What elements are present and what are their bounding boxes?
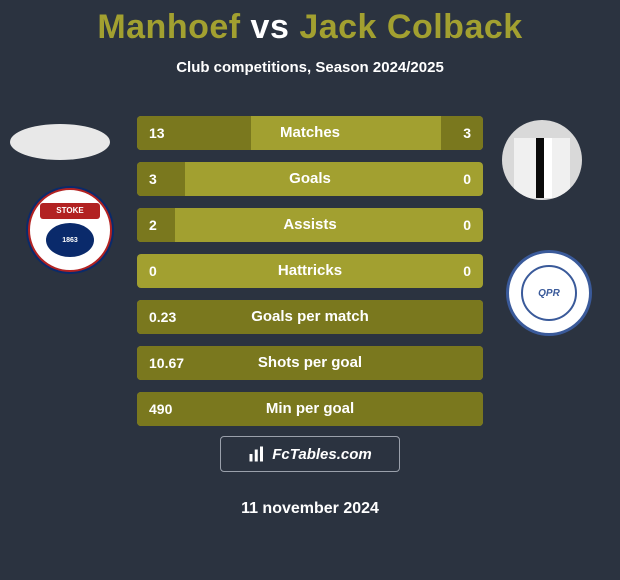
- stat-label: Assists: [137, 208, 483, 242]
- bar-chart-icon: [248, 445, 266, 463]
- page-title: Manhoef vs Jack Colback: [0, 0, 620, 47]
- stat-label: Shots per goal: [137, 346, 483, 380]
- team1-logo: STOKE 1863: [28, 188, 112, 272]
- stat-row: 0.23Goals per match: [137, 300, 483, 334]
- title-player1: Manhoef: [97, 8, 240, 46]
- date-text: 11 november 2024: [0, 500, 620, 518]
- stat-row: 0Hattricks0: [137, 254, 483, 288]
- team2-logo: QPR: [506, 250, 592, 336]
- stat-row: 10.67Shots per goal: [137, 346, 483, 380]
- title-vs: vs: [251, 8, 290, 46]
- stat-label: Goals per match: [137, 300, 483, 334]
- team1-banner: STOKE: [40, 203, 100, 219]
- team2-monogram: QPR: [521, 265, 577, 321]
- team1-year: 1863: [46, 223, 94, 257]
- player2-photo: [502, 120, 582, 200]
- stat-bars: 13Matches33Goals02Assists00Hattricks00.2…: [137, 116, 483, 438]
- stat-label: Matches: [137, 116, 483, 150]
- stat-value-right: 0: [463, 254, 471, 288]
- stat-label: Goals: [137, 162, 483, 196]
- title-player2: Jack Colback: [299, 8, 522, 46]
- stat-row: 490Min per goal: [137, 392, 483, 426]
- stat-value-right: 0: [463, 162, 471, 196]
- stat-label: Min per goal: [137, 392, 483, 426]
- stat-label: Hattricks: [137, 254, 483, 288]
- subtitle: Club competitions, Season 2024/2025: [0, 59, 620, 76]
- stat-value-right: 0: [463, 208, 471, 242]
- stat-value-right: 3: [463, 116, 471, 150]
- source-badge-text: FcTables.com: [272, 446, 371, 463]
- player1-photo: [10, 124, 110, 160]
- stat-row: 3Goals0: [137, 162, 483, 196]
- stat-row: 13Matches3: [137, 116, 483, 150]
- comparison-stage: STOKE 1863 QPR 13Matches33Goals02Assists…: [0, 110, 620, 450]
- source-badge: FcTables.com: [220, 436, 400, 472]
- stat-row: 2Assists0: [137, 208, 483, 242]
- player2-jersey: [514, 138, 570, 198]
